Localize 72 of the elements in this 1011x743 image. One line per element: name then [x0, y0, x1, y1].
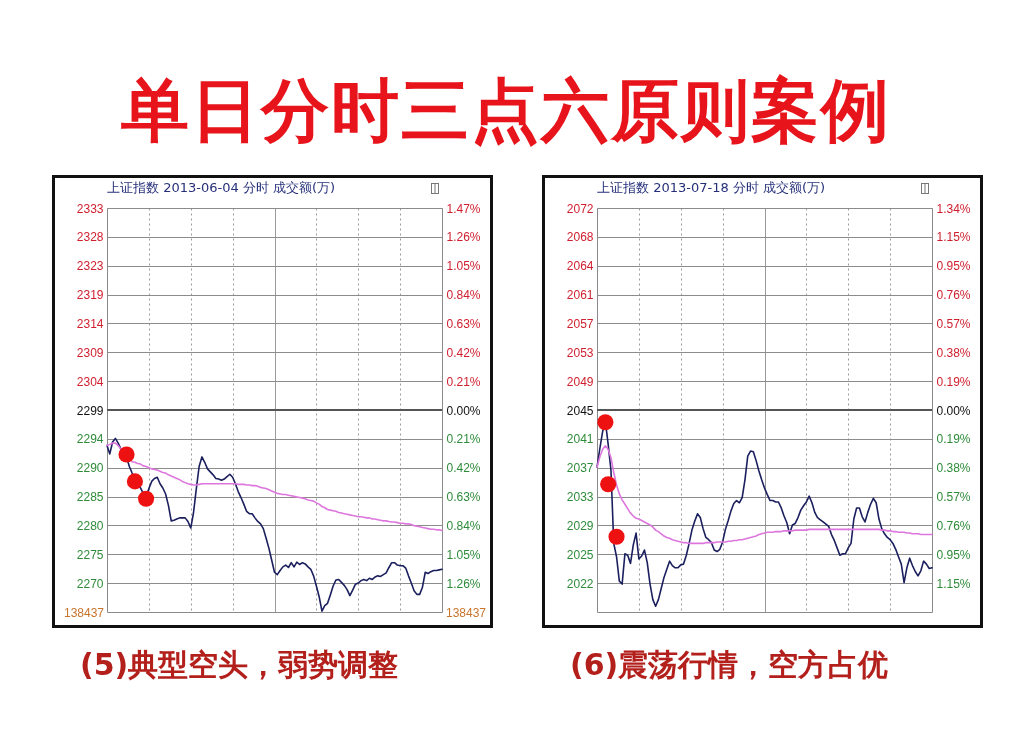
y-tick-label: 2275: [76, 547, 104, 562]
y2-tick-label: 1.15%: [936, 230, 971, 245]
y-tick-label: 2053: [566, 345, 594, 360]
y2-tick-label: 0.84%: [446, 518, 481, 533]
y2-tick-label: 1.05%: [446, 547, 481, 562]
y-tick-label: 2323: [76, 259, 104, 274]
y-tick-label: 2309: [76, 345, 104, 360]
y2-tick-label: 0.76%: [936, 518, 971, 533]
point: [126, 473, 143, 490]
line-series: [106, 437, 443, 612]
y2-tick-label: 0.95%: [936, 547, 971, 562]
y2-tick-label: 0.76%: [936, 288, 971, 303]
text: (5)典型空头，弱势调整: [80, 647, 399, 682]
y2-tick-label: 0.57%: [936, 316, 971, 331]
text: 138437: [63, 606, 104, 620]
y-tick-label: 2049: [566, 374, 594, 389]
y-tick-label: 2285: [76, 490, 104, 505]
y-tick-label: 2319: [76, 288, 104, 303]
y-tick-label: 2304: [76, 374, 104, 389]
line-series: [596, 445, 933, 545]
y2-tick-label: 0.63%: [446, 490, 481, 505]
y-tick-label: 2025: [566, 547, 594, 562]
y2-tick-label: 0.63%: [446, 316, 481, 331]
y2-tick-label: 1.34%: [936, 201, 971, 216]
y-tick-label: 2029: [566, 518, 594, 533]
y2-tick-label: 0.38%: [936, 461, 971, 476]
y2-tick-label: 0.19%: [936, 374, 971, 389]
y-tick-label: 2061: [566, 288, 594, 303]
point: [597, 414, 614, 431]
y-tick-label: 2072: [566, 201, 594, 216]
text: 138437: [446, 606, 487, 620]
y-tick-label: 2270: [76, 576, 104, 591]
y2-tick-label: 0.38%: [936, 345, 971, 360]
y2-tick-label: 0.21%: [446, 432, 481, 447]
text: (6)震荡行情，空方占优: [570, 647, 889, 682]
y2-tick-label: 1.15%: [936, 576, 971, 591]
y-tick-label: 2280: [76, 518, 104, 533]
y-tick-label: 2290: [76, 461, 104, 476]
line-series: [106, 442, 443, 532]
y2-tick-label: 0.21%: [446, 374, 481, 389]
y-tick-label: 2068: [566, 230, 594, 245]
chart-title: 单日分时三点六原则案例: [119, 71, 892, 150]
y-tick-label: 2294: [76, 432, 104, 447]
point: [608, 528, 625, 545]
chart-subtitle: 上证指数 2013-06-04 分时 成交额(万): [107, 180, 336, 195]
y2-tick-label: 0.57%: [936, 490, 971, 505]
y-tick-label: 2022: [566, 576, 594, 591]
y2-tick-label: 0.42%: [446, 345, 481, 360]
y2-tick-label: 0.00%: [446, 403, 481, 418]
chart-subtitle: 上证指数 2013-07-18 分时 成交额(万): [597, 180, 826, 195]
y2-tick-label: 1.47%: [446, 201, 481, 216]
y2-tick-label: 1.05%: [446, 259, 481, 274]
y2-tick-label: 1.26%: [446, 230, 481, 245]
point: [138, 490, 155, 507]
y-tick-label: 2328: [76, 230, 104, 245]
y-tick-label: 2033: [566, 490, 594, 505]
y2-tick-label: 0.42%: [446, 461, 481, 476]
y-tick-label: 2041: [566, 432, 594, 447]
y-tick-label: 2057: [566, 316, 594, 331]
y-tick-label: 2299: [76, 403, 104, 418]
y2-tick-label: 0.19%: [936, 432, 971, 447]
y2-tick-label: 0.84%: [446, 288, 481, 303]
y2-tick-label: 0.00%: [936, 403, 971, 418]
point: [600, 476, 617, 493]
y-tick-label: 2064: [566, 259, 594, 274]
y2-tick-label: 0.95%: [936, 259, 971, 274]
y-tick-label: 2037: [566, 461, 594, 476]
point: [118, 446, 135, 463]
y-tick-label: 2333: [76, 201, 104, 216]
y-tick-label: 2045: [566, 403, 594, 418]
y-tick-label: 2314: [76, 316, 104, 331]
y2-tick-label: 1.26%: [446, 576, 481, 591]
